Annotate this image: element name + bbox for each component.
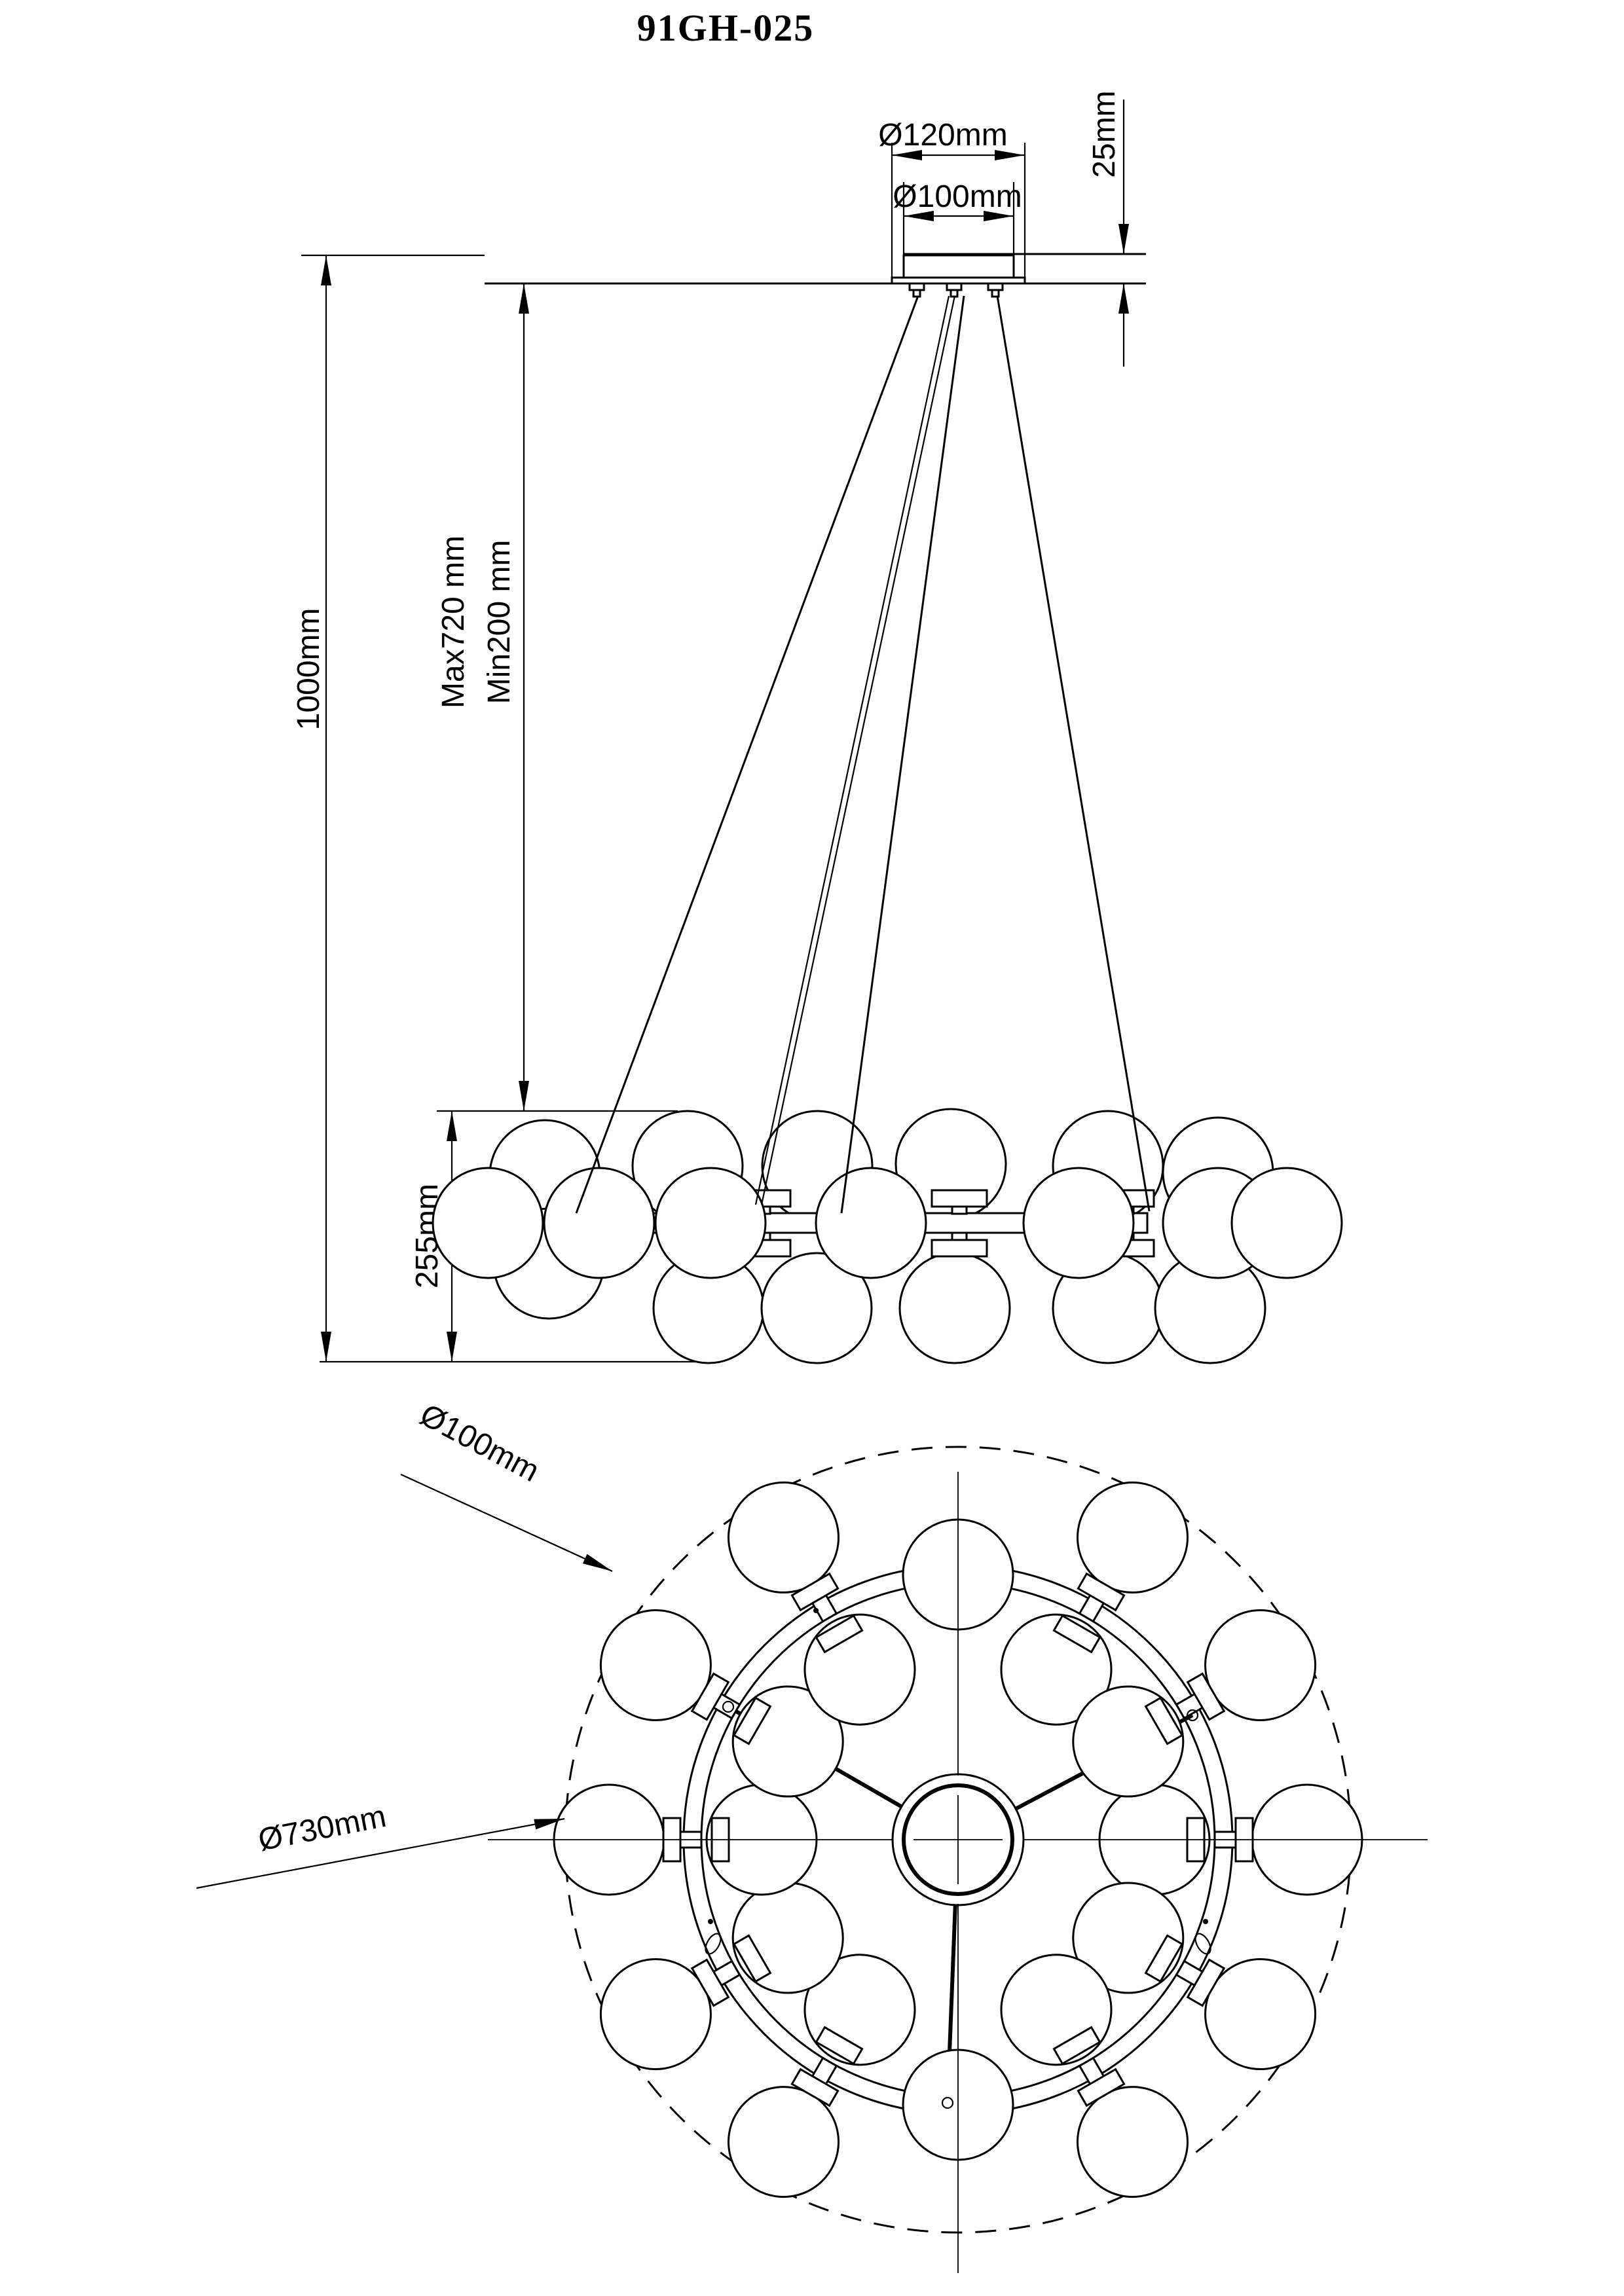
bracket-plate-outer [1077, 2068, 1126, 2107]
label-canopy-outer-diameter: Ø120mm [878, 118, 1007, 153]
cable-back [840, 295, 965, 1214]
bracket-plate-outer [790, 1572, 840, 1612]
bracket-plate-inner [732, 1696, 772, 1745]
centerlines [488, 1472, 1428, 2273]
assembly [728, 1481, 916, 1726]
bracket-plate-inner [815, 1614, 864, 1654]
globe [815, 1167, 927, 1279]
globe-diameter-callout: Ø100mm [400, 1398, 613, 1573]
attachment-details [705, 1608, 1211, 2109]
bracket-plate-inner [732, 1934, 772, 1983]
globe [1230, 1167, 1343, 1279]
assembly [727, 1954, 916, 2198]
globe [543, 1167, 655, 1279]
assembly [1000, 1481, 1189, 1726]
globe-assemblies [553, 1481, 1363, 2198]
cable-gland-tip [912, 289, 921, 298]
cable-right [996, 295, 1151, 1212]
hook-eye [941, 2096, 954, 2109]
label-canopy-inner-diameter: Ø100mm [893, 179, 1022, 214]
hub-inner-ring [902, 1783, 1014, 1896]
turnbuckle [705, 1933, 722, 1955]
bracket-plate-inner [1052, 1614, 1101, 1654]
globe [432, 1167, 544, 1279]
assembly [599, 1609, 844, 1798]
label-fixture-diameter: Ø730mm [255, 1799, 389, 1858]
detail-dot [708, 1919, 713, 1924]
leader-line [400, 1473, 613, 1573]
bracket-plate-outer [690, 1958, 730, 2007]
hook-eye [1186, 1709, 1199, 1722]
globe [760, 1252, 873, 1364]
label-canopy-height: 25mm [1087, 90, 1122, 177]
assembly [1072, 1609, 1317, 1798]
bracket-plate-inner [1144, 1934, 1184, 1983]
label-suspension-min: Min200 mm [482, 540, 517, 704]
hook-eye [722, 1700, 735, 1713]
top-view: Ø100mm Ø730mm [196, 1398, 1428, 2273]
bracket-plate-outer [1077, 1572, 1126, 1612]
detail-dot [813, 1608, 819, 1613]
bracket-plate-outer [690, 1672, 730, 1721]
detail-dot [1203, 1919, 1208, 1924]
bracket-plate-outer [1186, 1672, 1226, 1721]
bracket-plate-inner [1144, 1696, 1184, 1745]
cable-gland-tip [950, 289, 959, 298]
cable-left [575, 295, 919, 1214]
assembly [1000, 1954, 1189, 2198]
bracket-plate-outer [790, 2068, 840, 2107]
globes-middle-row [432, 1167, 1343, 1279]
assembly [1072, 1882, 1317, 2070]
label-suspension-max: Max720 mm [436, 536, 471, 708]
cable-gland-tip [991, 289, 1000, 298]
globe [1022, 1167, 1135, 1279]
front-view: Ø120mm Ø100mm 25mm 1000mm Max720 mm Min2… [291, 90, 1343, 1364]
globes-bottom-row [652, 1252, 1266, 1364]
bracket-plate [931, 1239, 988, 1258]
assembly [599, 1882, 844, 2070]
power-cord-line [754, 295, 950, 1205]
power-cord-line [760, 295, 956, 1205]
canopy [891, 254, 1026, 298]
drawing-title: 91GH-025 [637, 7, 815, 49]
globe [654, 1167, 767, 1279]
canopy-body [902, 254, 1015, 281]
label-globe-diameter: Ø100mm [415, 1398, 545, 1489]
suspension-cables [575, 295, 1151, 1214]
fixture-diameter-callout: Ø730mm [196, 1799, 565, 1889]
globe [898, 1252, 1011, 1364]
turnbuckle [1194, 1933, 1211, 1955]
bracket-plate [931, 1189, 988, 1208]
bracket-plate-outer [1186, 1958, 1226, 2007]
label-overall-height: 1000mm [291, 608, 326, 731]
bracket-plate-inner [815, 2026, 864, 2066]
leader-line [196, 1817, 565, 1889]
bracket-plate-inner [1052, 2026, 1101, 2066]
